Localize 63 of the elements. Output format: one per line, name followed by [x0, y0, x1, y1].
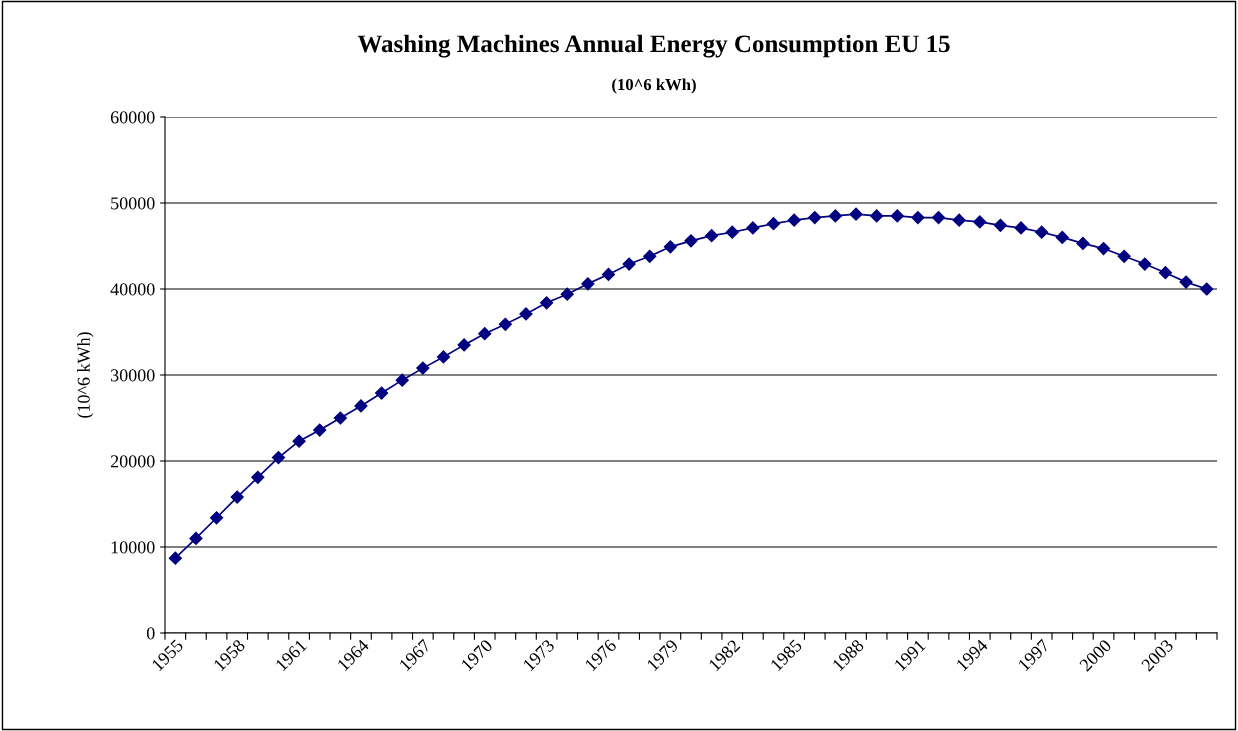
chart-subtitle: (10^6 kWh): [612, 78, 696, 94]
point: [292, 434, 306, 448]
point: [313, 423, 327, 437]
point: [209, 511, 224, 525]
point: [189, 531, 203, 545]
point: [375, 386, 389, 400]
point: [601, 267, 616, 281]
point: [1158, 266, 1173, 280]
point: [230, 490, 244, 504]
point: [251, 470, 265, 484]
point: [498, 317, 512, 331]
point: [746, 221, 760, 235]
point: [828, 209, 842, 223]
point: [684, 234, 698, 248]
y-tick-label: 30000: [111, 369, 155, 382]
point: [436, 350, 451, 364]
point: [519, 307, 533, 321]
point: [931, 211, 946, 225]
point: [911, 211, 925, 225]
point: [1055, 230, 1069, 244]
point: [808, 211, 822, 225]
point: [333, 411, 347, 425]
point: [395, 373, 409, 387]
point: [993, 218, 1007, 232]
point: [1117, 249, 1131, 263]
point: [725, 225, 739, 239]
point: [1138, 257, 1152, 271]
y-tick-label: 50000: [111, 197, 155, 210]
point: [354, 399, 368, 413]
point: [622, 257, 636, 271]
point: [540, 296, 554, 310]
point: [1035, 225, 1049, 239]
point: [1200, 282, 1214, 296]
point: [478, 327, 492, 341]
y-tick-label: 10000: [111, 541, 155, 554]
x-tick-label: 1961: [275, 639, 308, 672]
point: [581, 277, 595, 291]
point: [870, 209, 884, 223]
point: [643, 249, 657, 263]
point: [973, 215, 987, 229]
point: [952, 213, 966, 227]
y-axis-title: (10^6 kWh): [77, 332, 94, 418]
x-tick-label: 1991: [893, 639, 927, 672]
point: [663, 240, 677, 254]
y-tick-label: 60000: [110, 111, 155, 124]
point: [271, 450, 286, 465]
point: [890, 209, 904, 223]
point: [168, 551, 182, 565]
y-tick-label: 20000: [110, 455, 155, 468]
point: [457, 338, 471, 352]
y-tick-label: 0: [146, 627, 155, 640]
point: [1076, 236, 1090, 251]
point: [1179, 275, 1193, 289]
chart-title: Washing Machines Annual Energy Consumption EU 15: [357, 34, 950, 58]
point: [416, 361, 430, 375]
y-tick-label: 40000: [110, 283, 155, 296]
point: [849, 207, 863, 221]
point: [1014, 221, 1028, 235]
point: [766, 217, 781, 231]
point: [705, 229, 719, 243]
point: [560, 287, 574, 301]
point: [1096, 241, 1111, 256]
point: [787, 213, 801, 227]
